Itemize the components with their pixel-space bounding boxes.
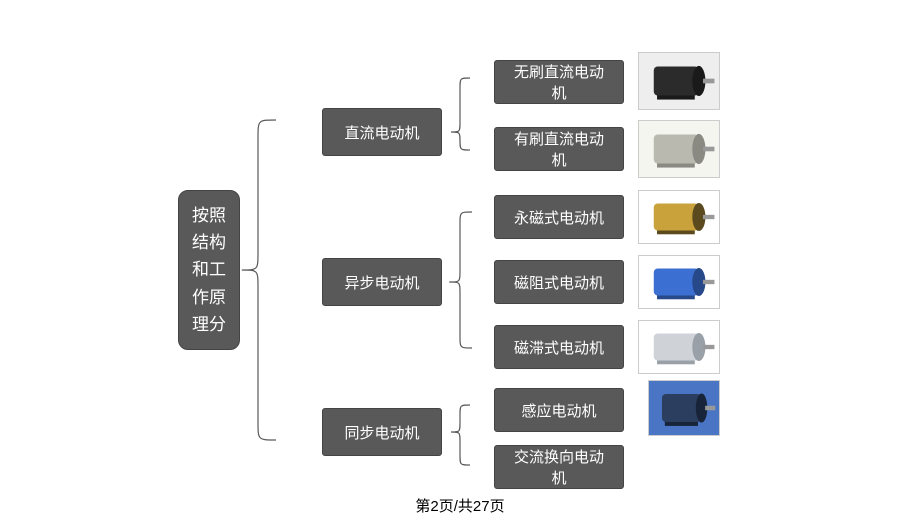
brace-connectors (0, 0, 920, 518)
